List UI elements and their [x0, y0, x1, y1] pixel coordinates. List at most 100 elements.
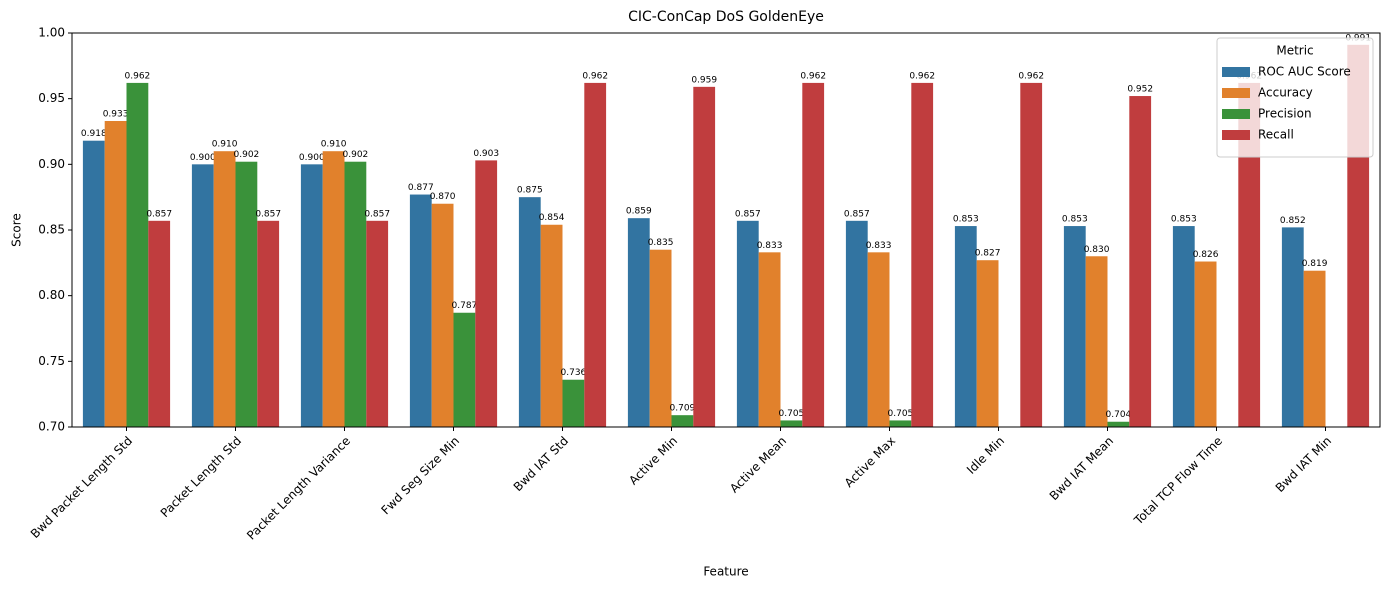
- bar: [1238, 82, 1261, 427]
- y-tick-label: 0.95: [38, 91, 65, 105]
- value-label: 0.853: [953, 215, 979, 225]
- bar: [736, 220, 759, 427]
- bar: [867, 252, 890, 427]
- value-label: 0.830: [1084, 245, 1110, 255]
- value-label: 0.857: [146, 209, 172, 219]
- value-label: 0.705: [888, 409, 914, 419]
- legend-label: Accuracy: [1258, 86, 1313, 100]
- x-tick-label: Active Max: [842, 434, 898, 490]
- x-tick-label: Active Min: [626, 434, 680, 488]
- bar: [126, 82, 149, 427]
- bar: [802, 82, 825, 427]
- bar: [322, 151, 345, 427]
- value-label: 0.962: [909, 71, 935, 81]
- legend-swatch: [1222, 130, 1250, 140]
- bar: [431, 203, 454, 427]
- x-tick-label: Bwd IAT Min: [1273, 434, 1334, 495]
- bar: [453, 312, 476, 427]
- legend-box: [1216, 37, 1374, 158]
- bar: [758, 252, 781, 427]
- bar: [671, 415, 694, 427]
- bar: [1085, 256, 1108, 427]
- bar: [1303, 270, 1326, 427]
- value-label: 0.704: [1106, 410, 1132, 420]
- bar: [82, 140, 105, 427]
- value-label: 0.962: [582, 71, 608, 81]
- value-label: 0.833: [866, 241, 892, 251]
- bar: [475, 160, 498, 428]
- bar: [540, 224, 563, 427]
- x-tick-label: Fwd Seg Size Min: [378, 434, 462, 518]
- chart-title: CIC-ConCap DoS GoldenEye: [628, 9, 824, 25]
- legend-label: Precision: [1258, 107, 1312, 121]
- value-label: 0.962: [125, 71, 151, 81]
- x-tick-label: Active Mean: [727, 434, 789, 496]
- value-label: 0.835: [648, 238, 674, 248]
- y-tick-label: 0.90: [38, 157, 65, 171]
- bar: [518, 197, 541, 427]
- bar: [954, 226, 977, 427]
- bar: [562, 379, 585, 427]
- y-tick-label: 0.85: [38, 223, 65, 237]
- x-tick-label: Bwd IAT Mean: [1047, 434, 1116, 503]
- bar: [235, 161, 258, 427]
- value-label: 0.859: [626, 207, 652, 217]
- bar: [1129, 96, 1152, 427]
- y-tick-label: 1.00: [38, 26, 65, 40]
- value-label: 0.959: [691, 75, 717, 85]
- value-label: 0.933: [103, 109, 129, 119]
- bar: [409, 194, 432, 427]
- y-tick-label: 0.70: [38, 420, 65, 434]
- legend-swatch: [1222, 109, 1250, 119]
- bar: [845, 220, 868, 427]
- value-label: 0.857: [364, 209, 390, 219]
- value-label: 0.854: [539, 213, 565, 223]
- bar: [1281, 227, 1304, 427]
- x-tick-label: Bwd IAT Std: [511, 434, 571, 494]
- bar: [911, 82, 934, 427]
- x-axis-label: Feature: [703, 565, 748, 579]
- bar: [649, 249, 672, 427]
- value-label: 0.819: [1302, 259, 1328, 269]
- value-label: 0.857: [255, 209, 281, 219]
- legend-label: Recall: [1258, 128, 1294, 142]
- value-label: 0.827: [975, 249, 1001, 259]
- legend-title: Metric: [1276, 44, 1313, 58]
- bar: [191, 164, 214, 428]
- value-label: 0.962: [800, 71, 826, 81]
- value-label: 0.826: [1193, 250, 1219, 260]
- value-label: 0.902: [234, 150, 260, 160]
- bar: [148, 220, 171, 427]
- value-label: 0.903: [473, 149, 499, 159]
- bar: [257, 220, 280, 427]
- value-label: 0.705: [779, 409, 805, 419]
- value-label: 0.857: [735, 209, 761, 219]
- value-label: 0.910: [212, 140, 238, 150]
- legend-swatch: [1222, 88, 1250, 98]
- bar: [584, 82, 607, 427]
- value-label: 0.902: [343, 150, 369, 160]
- bar: [213, 151, 236, 427]
- value-label: 0.852: [1280, 216, 1306, 226]
- value-label: 0.900: [299, 153, 325, 163]
- value-label: 0.875: [517, 186, 543, 196]
- value-label: 0.853: [1062, 215, 1088, 225]
- plot-area: 0.70 0.75 0.80 0.85 0.90 0.95 1.00 Bwd Packet L…: [28, 26, 1371, 543]
- value-label: 0.736: [561, 368, 587, 378]
- value-label: 0.877: [408, 183, 434, 193]
- value-label: 0.787: [452, 301, 478, 311]
- value-label: 0.833: [757, 241, 783, 251]
- value-label: 0.870: [430, 192, 456, 202]
- bar: [889, 420, 912, 427]
- bar: [627, 218, 650, 427]
- x-tick-label: Total TCP Flow Time: [1131, 434, 1225, 528]
- bar: [366, 220, 389, 427]
- legend: Metric ROC AUC Score Accuracy Precision Reca…: [1216, 37, 1374, 158]
- value-label: 0.857: [844, 209, 870, 219]
- x-tick-label: Idle Min: [964, 434, 1007, 477]
- legend-swatch: [1222, 67, 1250, 77]
- bar: [1194, 261, 1217, 427]
- y-tick-label: 0.80: [38, 288, 65, 302]
- bar: [1172, 226, 1195, 427]
